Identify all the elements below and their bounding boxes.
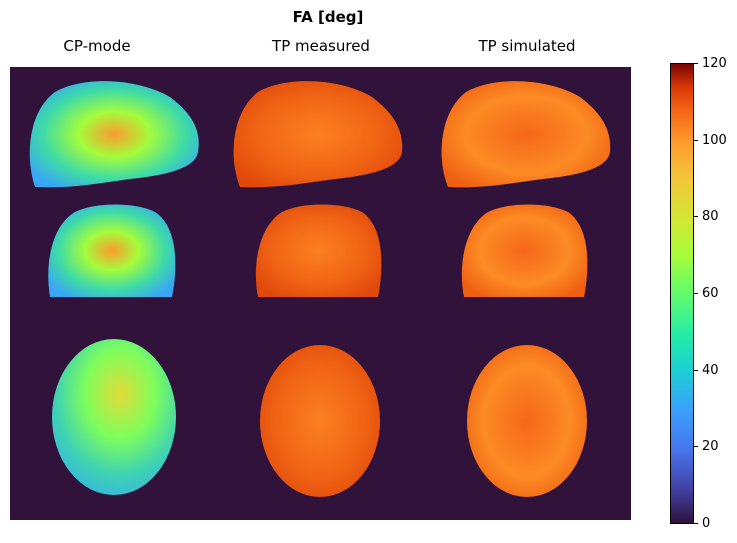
- slice-cp-mode-coronal: [48, 204, 176, 297]
- colorbar-tick-label: 100: [702, 132, 727, 148]
- slice-tp-simulated-coronal: [461, 204, 588, 297]
- colorbar-tick: [694, 139, 698, 141]
- slice-tp-simulated-axial: [467, 345, 587, 497]
- chart-title: FA [deg]: [292, 8, 364, 26]
- colorbar-tick-label: 20: [702, 439, 719, 455]
- image-grid: [10, 67, 631, 520]
- colorbar-tick: [694, 523, 698, 524]
- colorbar-tick-label: 80: [702, 209, 719, 225]
- column-title-tp-measured: TP measured: [272, 37, 370, 55]
- colorbar-tick: [694, 293, 698, 294]
- colorbar-tick-label: 60: [702, 286, 719, 301]
- colorbar-tick: [694, 63, 698, 64]
- slice-tp-measured-coronal: [255, 204, 382, 297]
- slice-tp-simulated-sagittal: [441, 81, 611, 188]
- slice-tp-measured-sagittal: [233, 81, 403, 188]
- colorbar: [670, 63, 694, 524]
- colorbar-tick: [694, 216, 698, 218]
- colorbar-tick-label: 40: [702, 362, 719, 378]
- colorbar-tick-label: 0: [702, 516, 711, 531]
- slice-cp-mode-axial: [52, 339, 176, 495]
- colorbar-tick: [694, 369, 698, 371]
- slice-tp-measured-axial: [260, 345, 380, 497]
- column-title-cp-mode: CP-mode: [63, 37, 131, 55]
- colorbar-tick-label: 120: [702, 56, 727, 71]
- slice-cp-mode-sagittal: [29, 81, 199, 188]
- column-title-tp-simulated: TP simulated: [478, 37, 576, 55]
- colorbar-tick: [694, 446, 698, 448]
